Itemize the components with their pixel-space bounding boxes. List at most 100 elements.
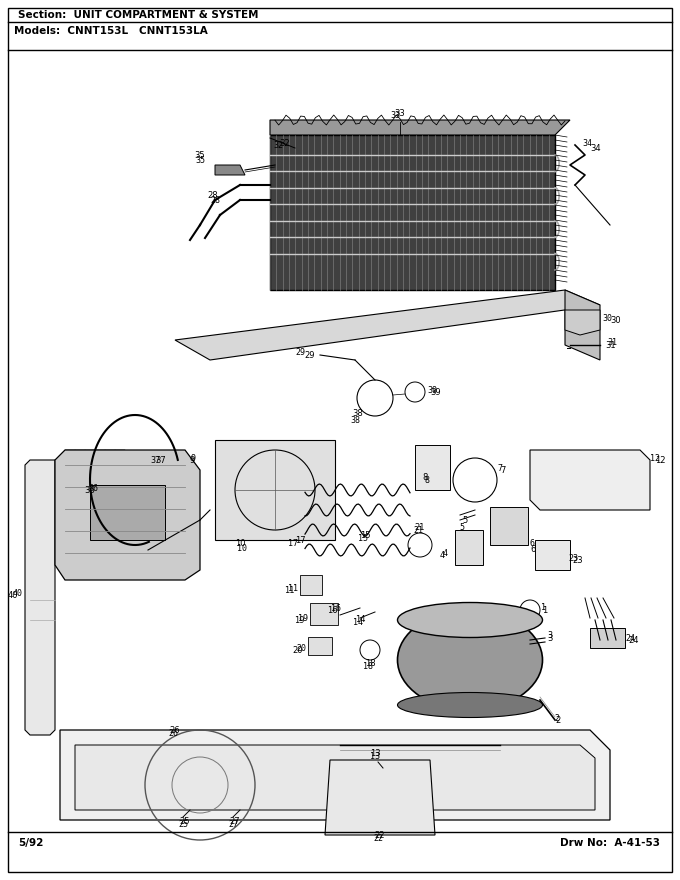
Text: 17: 17 <box>288 539 298 547</box>
Text: 9: 9 <box>190 456 195 465</box>
Text: 8: 8 <box>422 473 428 482</box>
Text: 12: 12 <box>655 456 666 465</box>
Text: 6: 6 <box>530 545 535 554</box>
Polygon shape <box>215 165 245 175</box>
Text: 28: 28 <box>207 190 218 200</box>
Text: 25: 25 <box>180 817 190 826</box>
Text: 40: 40 <box>7 590 18 599</box>
Text: 33: 33 <box>394 109 405 118</box>
Text: 3: 3 <box>547 634 552 642</box>
Polygon shape <box>25 460 55 735</box>
Bar <box>300 575 322 595</box>
Text: 2: 2 <box>554 714 560 722</box>
Bar <box>415 445 450 490</box>
Text: 19: 19 <box>294 615 305 625</box>
Text: 4: 4 <box>440 551 445 560</box>
Text: 35: 35 <box>194 151 205 160</box>
Text: 1: 1 <box>542 605 547 614</box>
Text: 34: 34 <box>582 138 592 148</box>
Text: 23: 23 <box>572 555 583 564</box>
Text: 14: 14 <box>355 615 365 624</box>
Ellipse shape <box>398 693 543 717</box>
Text: 6: 6 <box>530 539 534 547</box>
Text: 16: 16 <box>331 604 341 612</box>
Polygon shape <box>325 760 435 835</box>
Text: 39: 39 <box>427 385 437 394</box>
Polygon shape <box>85 450 98 460</box>
Bar <box>308 637 332 655</box>
Text: 14: 14 <box>353 618 363 627</box>
Text: 10: 10 <box>237 544 247 553</box>
Text: 22: 22 <box>375 831 386 840</box>
Polygon shape <box>270 120 570 135</box>
Bar <box>270 135 555 290</box>
Polygon shape <box>175 290 600 360</box>
Text: 40: 40 <box>13 589 23 598</box>
Bar <box>535 540 570 570</box>
Text: 5: 5 <box>462 516 468 525</box>
Text: 18: 18 <box>364 659 375 668</box>
Text: 16: 16 <box>327 605 338 614</box>
Text: 21: 21 <box>415 523 425 532</box>
Bar <box>215 440 335 540</box>
Text: 21: 21 <box>413 525 423 534</box>
Text: Section:  UNIT COMPARTMENT & SYSTEM: Section: UNIT COMPARTMENT & SYSTEM <box>18 10 258 20</box>
Text: 30: 30 <box>602 313 612 322</box>
Text: 38: 38 <box>350 415 360 424</box>
Text: 31: 31 <box>607 338 617 347</box>
Polygon shape <box>530 450 650 510</box>
Text: 9: 9 <box>190 453 196 463</box>
Text: 18: 18 <box>363 662 373 671</box>
Text: 35: 35 <box>195 156 205 165</box>
Text: 4: 4 <box>443 548 447 558</box>
Text: 32: 32 <box>279 139 290 148</box>
Text: 27: 27 <box>230 817 240 826</box>
Text: 26: 26 <box>170 726 180 735</box>
Text: 5/92: 5/92 <box>18 838 44 848</box>
Text: 24: 24 <box>625 634 635 642</box>
Text: 37: 37 <box>155 456 166 465</box>
Text: 37: 37 <box>150 456 160 465</box>
Polygon shape <box>75 745 595 810</box>
Polygon shape <box>565 290 600 360</box>
Text: 25: 25 <box>178 819 188 828</box>
Text: 36: 36 <box>88 483 98 493</box>
Text: 39: 39 <box>430 387 441 397</box>
Text: 20: 20 <box>292 646 303 655</box>
Ellipse shape <box>398 610 543 710</box>
Text: 33: 33 <box>390 111 400 120</box>
Text: 24: 24 <box>628 635 639 644</box>
Text: Drw No:  A-41-53: Drw No: A-41-53 <box>560 838 660 848</box>
Bar <box>310 603 338 625</box>
Bar <box>455 530 483 565</box>
Text: 28: 28 <box>210 195 220 204</box>
Bar <box>90 485 165 540</box>
Text: 5: 5 <box>460 523 464 532</box>
Text: 7: 7 <box>498 464 503 473</box>
Text: 12: 12 <box>650 453 660 463</box>
Text: 10: 10 <box>235 539 245 548</box>
Bar <box>490 507 528 545</box>
Polygon shape <box>115 450 128 460</box>
Polygon shape <box>565 310 600 335</box>
Text: 8: 8 <box>424 475 430 485</box>
Text: 29: 29 <box>295 348 305 356</box>
Text: 32: 32 <box>273 141 283 150</box>
Text: 30: 30 <box>610 316 621 325</box>
Polygon shape <box>65 450 78 460</box>
Text: 23: 23 <box>568 554 578 562</box>
Text: 2: 2 <box>555 715 560 724</box>
Ellipse shape <box>398 603 543 637</box>
Text: 7: 7 <box>500 466 505 474</box>
Text: Models:  CNNT153L   CNNT153LA: Models: CNNT153L CNNT153LA <box>14 26 208 36</box>
Text: 29: 29 <box>305 350 316 360</box>
Text: 31: 31 <box>605 341 615 349</box>
Polygon shape <box>55 450 200 580</box>
Text: 36: 36 <box>84 486 95 495</box>
Text: 3: 3 <box>547 630 552 640</box>
Polygon shape <box>95 450 108 460</box>
Text: 11: 11 <box>284 585 295 595</box>
Text: 11: 11 <box>288 583 298 592</box>
Polygon shape <box>60 730 610 820</box>
Text: 34: 34 <box>590 143 600 152</box>
